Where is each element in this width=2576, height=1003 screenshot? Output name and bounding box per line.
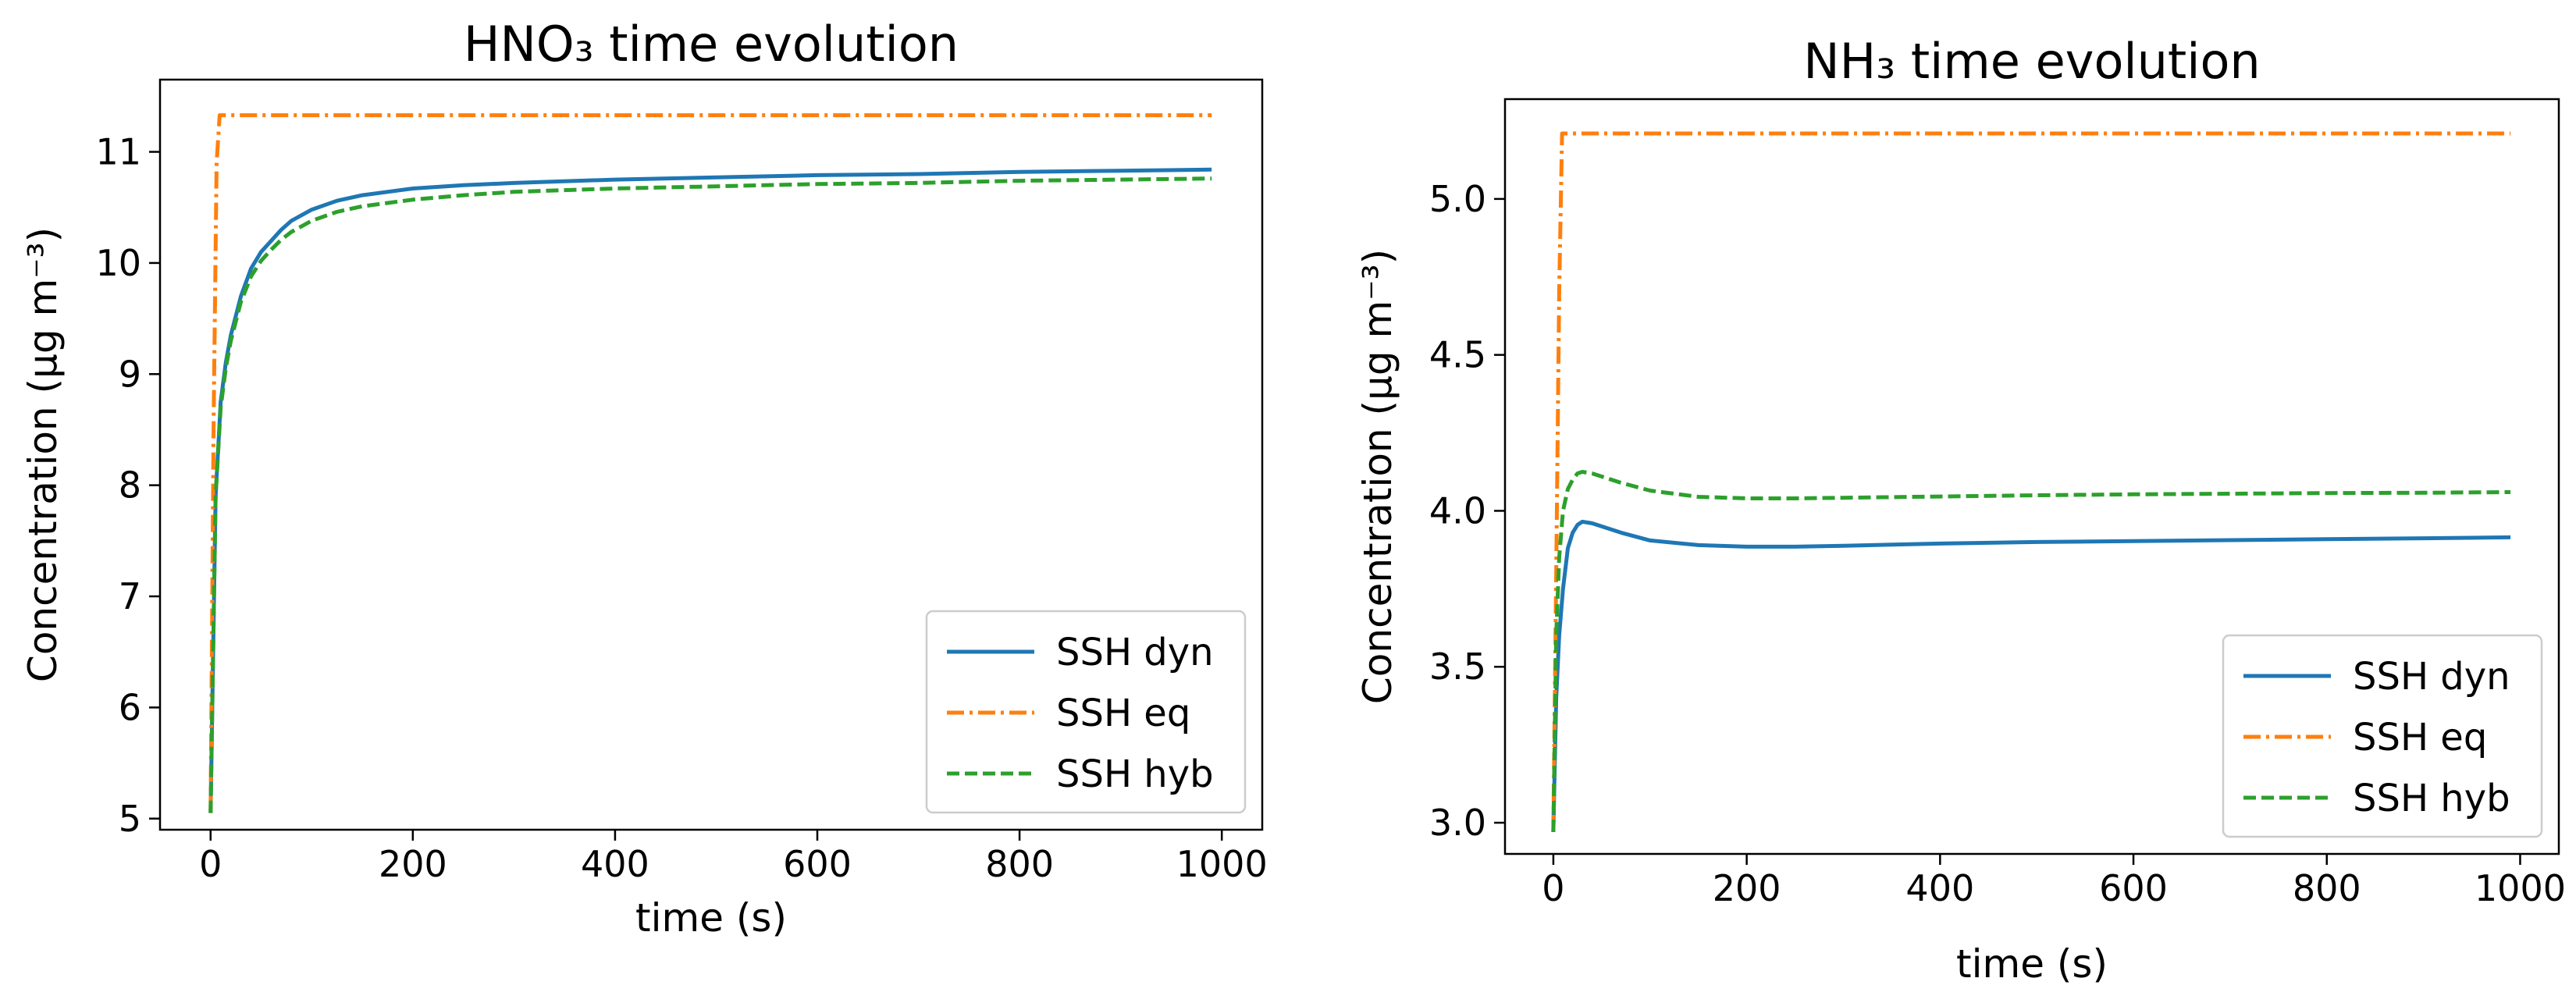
plot-frame: [1503, 98, 2560, 855]
x-axis-label: time (s): [1956, 941, 2108, 987]
nh3-chart: NH₃ time evolution 0 200 400 600 800 1000 3.0 3.…: [1355, 33, 2566, 987]
legend-label: SSH eq: [1056, 692, 1190, 735]
y-tick-label: 5: [119, 798, 141, 840]
x-tick-label: 800: [985, 843, 1054, 885]
x-tick-label: 1000: [1176, 843, 1268, 885]
series-line-ssh-eq: [208, 113, 1212, 813]
x-tick-label: 400: [581, 843, 649, 885]
x-tick-label: 600: [783, 843, 852, 885]
chart-title: HNO₃ time evolution: [464, 16, 959, 73]
legend-frame: [2222, 634, 2543, 838]
legend-label: SSH hyb: [2353, 777, 2510, 820]
plot-frame: [158, 78, 1264, 831]
legend-label: SSH hyb: [1056, 752, 1214, 796]
x-tick-label: 200: [379, 843, 447, 885]
hno3-chart: HNO₃ time evolution 0 200 400 600 800 1000 5 6 7 8…: [20, 16, 1268, 941]
x-tick-label: 1000: [2475, 867, 2566, 909]
legend-label: SSH dyn: [2353, 655, 2510, 699]
series-line-ssh-hyb: [208, 176, 1212, 813]
x-tick-label: 200: [1713, 867, 1781, 909]
legend-label: SSH eq: [2353, 716, 2487, 759]
y-tick-label: 4.5: [1429, 334, 1486, 376]
y-tick-label: 9: [119, 353, 141, 395]
legend: SSH dyn SSH eq SSH hyb: [2222, 634, 2543, 838]
y-tick-label: 3.0: [1429, 802, 1486, 844]
y-tick-label: 8: [119, 464, 141, 507]
x-tick-label: 0: [199, 843, 222, 885]
y-tick-label: 10: [95, 242, 141, 284]
x-tick-label: 800: [2293, 867, 2361, 909]
y-tick-label: 7: [119, 575, 141, 617]
x-tick-label: 600: [2099, 867, 2168, 909]
y-tick-label: 4.0: [1429, 489, 1486, 532]
x-tick-label: 400: [1905, 867, 1974, 909]
series-group: [208, 113, 1212, 813]
x-tick-label: 0: [1542, 867, 1564, 909]
y-tick-label: 6: [119, 686, 141, 728]
series-line-ssh-dyn: [1551, 519, 2511, 833]
legend-frame: [925, 610, 1247, 814]
legend: SSH dyn SSH eq SSH hyb: [925, 610, 1247, 814]
y-axis-label: Concentration (µg m⁻³): [1355, 249, 1400, 704]
chart-title: NH₃ time evolution: [1803, 33, 2260, 90]
y-tick-label: 3.5: [1429, 646, 1486, 688]
y-tick-label: 11: [95, 131, 141, 173]
y-tick-label: 5.0: [1429, 178, 1486, 220]
series-line-ssh-hyb: [1551, 470, 2511, 833]
series-group: [1551, 131, 2511, 833]
x-axis-label: time (s): [635, 895, 787, 941]
y-axis-label: Concentration (µg m⁻³): [20, 227, 66, 682]
legend-label: SSH dyn: [1056, 631, 1214, 674]
